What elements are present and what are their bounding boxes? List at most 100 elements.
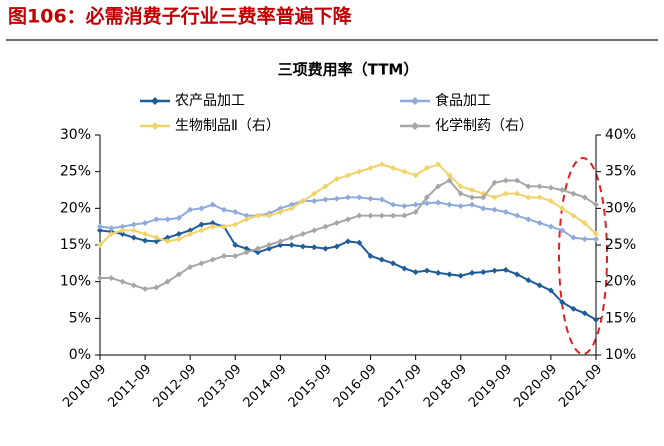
- point-marker: [514, 271, 521, 278]
- point-marker: [243, 245, 250, 252]
- point-marker: [345, 194, 351, 201]
- point-marker: [570, 234, 577, 241]
- point-marker: [401, 212, 408, 219]
- point-marker: [469, 194, 475, 201]
- point-marker: [559, 227, 566, 234]
- point-marker: [322, 183, 329, 190]
- point-marker: [378, 196, 385, 203]
- point-marker: [221, 206, 227, 213]
- point-marker: [254, 249, 261, 256]
- y-tick-label: 0%: [69, 347, 91, 363]
- point-marker: [221, 253, 227, 259]
- point-marker: [581, 236, 588, 243]
- point-marker: [311, 244, 318, 251]
- legend-marker: [151, 97, 159, 105]
- point-marker: [232, 253, 239, 259]
- point-marker: [277, 209, 284, 215]
- point-marker: [288, 242, 295, 248]
- point-marker: [97, 223, 103, 230]
- point-marker: [356, 194, 363, 201]
- point-marker: [97, 275, 103, 281]
- point-marker: [97, 242, 103, 248]
- point-marker: [130, 227, 137, 234]
- point-marker: [435, 183, 442, 190]
- point-marker: [119, 227, 126, 234]
- point-marker: [581, 310, 588, 317]
- point-marker: [153, 284, 160, 291]
- x-tick-label: 2012-09: [150, 362, 199, 411]
- legend-label: 农产品加工: [175, 93, 245, 109]
- y2-tick-label: 25%: [605, 237, 636, 253]
- y-tick-label: 10%: [60, 274, 91, 290]
- point-marker: [356, 212, 363, 219]
- y2-tick-label: 35%: [605, 164, 636, 180]
- point-marker: [209, 256, 216, 263]
- point-marker: [288, 234, 295, 241]
- point-marker: [266, 242, 273, 248]
- point-marker: [153, 216, 160, 223]
- point-marker: [491, 267, 498, 274]
- point-marker: [593, 236, 599, 243]
- point-marker: [423, 194, 430, 201]
- point-marker: [175, 214, 182, 221]
- point-marker: [514, 190, 521, 197]
- point-marker: [446, 177, 453, 184]
- point-marker: [525, 277, 532, 284]
- point-marker: [299, 198, 306, 204]
- point-marker: [356, 239, 363, 246]
- highlight-ellipse: [558, 157, 608, 355]
- point-marker: [333, 243, 340, 250]
- point-marker: [187, 227, 194, 234]
- point-marker: [378, 256, 385, 263]
- point-marker: [345, 238, 351, 245]
- point-marker: [412, 269, 419, 276]
- point-marker: [446, 172, 453, 179]
- point-marker: [469, 201, 475, 208]
- point-marker: [232, 209, 239, 215]
- point-marker: [277, 242, 284, 248]
- point-marker: [446, 271, 453, 278]
- point-marker: [311, 190, 318, 197]
- legend-label: 食品加工: [435, 92, 491, 109]
- point-marker: [175, 236, 182, 243]
- point-marker: [198, 227, 205, 234]
- point-marker: [254, 245, 261, 252]
- y-tick-label: 25%: [60, 164, 91, 180]
- point-marker: [198, 221, 205, 228]
- y-tick-label: 30%: [60, 127, 91, 143]
- point-marker: [130, 282, 137, 289]
- point-marker: [221, 223, 227, 230]
- point-marker: [423, 267, 430, 274]
- point-marker: [480, 194, 487, 201]
- y-tick-label: 15%: [60, 237, 91, 253]
- point-marker: [164, 278, 171, 285]
- point-marker: [254, 212, 261, 219]
- point-marker: [311, 227, 318, 234]
- y2-tick-label: 10%: [605, 347, 636, 363]
- point-marker: [412, 172, 419, 179]
- point-marker: [119, 231, 126, 237]
- point-marker: [559, 187, 566, 193]
- legend-label: 化学制药（右）: [435, 118, 533, 134]
- point-marker: [457, 203, 464, 210]
- point-marker: [514, 212, 521, 219]
- point-marker: [401, 265, 408, 272]
- series-line: [99, 221, 597, 321]
- point-marker: [457, 272, 464, 279]
- point-marker: [378, 212, 385, 219]
- point-marker: [378, 161, 385, 168]
- point-marker: [390, 165, 397, 171]
- x-tick-label: 2014-09: [241, 362, 290, 411]
- point-marker: [525, 194, 532, 201]
- point-marker: [435, 199, 442, 206]
- point-marker: [333, 220, 340, 226]
- point-marker: [243, 212, 250, 219]
- point-marker: [243, 216, 250, 223]
- point-marker: [209, 223, 216, 230]
- point-marker: [525, 216, 532, 223]
- point-marker: [547, 287, 554, 294]
- y2-tick-label: 20%: [605, 274, 636, 290]
- point-marker: [209, 201, 216, 208]
- point-marker: [232, 242, 239, 248]
- point-marker: [130, 221, 137, 228]
